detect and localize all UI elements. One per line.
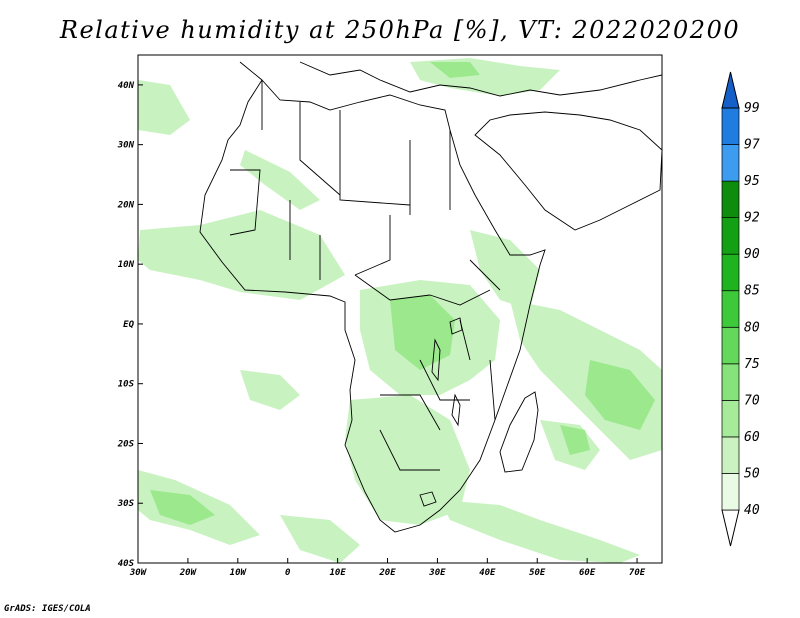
- colorbar-segment: [721, 180, 740, 218]
- humidity-core-indian: [585, 360, 655, 430]
- colorbar-segment: [721, 107, 740, 145]
- colorbar-segment: [721, 326, 740, 365]
- humidity-area-atlantic-band: [280, 515, 360, 563]
- colorbar-segment: [721, 290, 740, 328]
- colorbar-level-label: 99: [744, 101, 760, 116]
- lon-tick-label: 60E: [579, 568, 596, 578]
- humidity-core-madagascar: [560, 425, 590, 455]
- lon-tick-label: 20E: [378, 568, 396, 578]
- humidity-core-central: [390, 295, 455, 370]
- colorbar-segment: [721, 363, 740, 401]
- lon-tick-label: 30W: [129, 568, 148, 578]
- lon-tick-label: 70E: [629, 568, 646, 578]
- colorbar-over-arrow: [721, 71, 740, 109]
- colorbar-segment: [721, 217, 740, 255]
- lat-tick-label: 20N: [117, 200, 135, 210]
- colorbar-level-label: 97: [744, 138, 760, 153]
- lat-tick-label: 20S: [117, 439, 135, 449]
- lesotho-border: [419, 491, 437, 507]
- mediterranean-north-coastline: [299, 61, 662, 97]
- lake-victoria: [449, 317, 463, 335]
- humidity-area-east-africa: [470, 230, 540, 310]
- colorbar-level-label: 60: [744, 430, 760, 445]
- africa-coastline: [199, 61, 546, 533]
- lat-tick-label: 40N: [118, 81, 135, 91]
- lat-tick-label: EQ: [123, 320, 134, 330]
- humidity-fields: [138, 58, 662, 563]
- lake-malawi: [451, 393, 461, 427]
- coastlines: [199, 61, 662, 533]
- colorbar-level-label: 95: [744, 174, 760, 189]
- colorbar-level-label: 85: [744, 284, 760, 299]
- lat-tick-label: 30N: [117, 141, 135, 151]
- humidity-area-north-atlantic: [138, 80, 190, 135]
- map-title: Relative humidity at 250hPa [%], VT: 202…: [59, 16, 741, 44]
- lon-tick-label: 10E: [329, 568, 346, 578]
- humidity-area-south-indian: [440, 500, 640, 563]
- lon-tick-label: 20W: [179, 568, 198, 578]
- latitude-ticks: 40N 30N 20N 10N EQ 10S 20S 30S 40S: [117, 81, 143, 569]
- country-borders: [229, 80, 501, 471]
- colorbar-segment: [721, 473, 740, 511]
- longitude-ticks: 30W 20W 10W 0 10E 20E 30E 40E 50E 60E 70E: [129, 558, 646, 578]
- lon-tick-label: 10W: [230, 568, 248, 578]
- lon-tick-label: 0: [285, 568, 291, 578]
- grads-credit: GrADS: IGES/COLA: [4, 604, 91, 614]
- colorbar: 40 50 60 70 75 80 85 90 92 95 97 99: [721, 71, 760, 547]
- colorbar-segment: [721, 400, 740, 438]
- humidity-core-med: [430, 62, 480, 78]
- lon-tick-label: 40E: [479, 568, 496, 578]
- lake-tanganyika: [431, 338, 441, 382]
- arabian-peninsula-coastline: [474, 111, 662, 231]
- humidity-area-west-africa: [138, 210, 345, 300]
- colorbar-segment: [721, 144, 740, 182]
- colorbar-level-label: 75: [744, 357, 760, 372]
- lat-tick-label: 40S: [118, 559, 135, 569]
- humidity-area-sahara-band: [240, 150, 320, 210]
- colorbar-level-label: 50: [744, 466, 760, 481]
- lat-tick-label: 10S: [118, 380, 135, 390]
- map-frame: [137, 54, 663, 564]
- colorbar-segment: [721, 436, 740, 474]
- madagascar-coastline: [499, 391, 539, 473]
- lat-tick-label: 10N: [118, 260, 135, 270]
- colorbar-under-arrow: [721, 509, 740, 547]
- colorbar-level-label: 40: [744, 503, 760, 518]
- lon-tick-label: 50E: [529, 568, 546, 578]
- colorbar-level-label: 80: [744, 320, 760, 335]
- lon-tick-label: 30E: [428, 568, 446, 578]
- colorbar-level-label: 70: [744, 393, 760, 408]
- lat-tick-label: 30S: [117, 499, 135, 509]
- colorbar-segment: [721, 253, 740, 292]
- colorbar-level-label: 90: [744, 247, 760, 262]
- humidity-core-south-atlantic: [150, 490, 215, 525]
- humidity-area-gulf-guinea: [240, 370, 300, 410]
- colorbar-level-label: 92: [744, 211, 760, 226]
